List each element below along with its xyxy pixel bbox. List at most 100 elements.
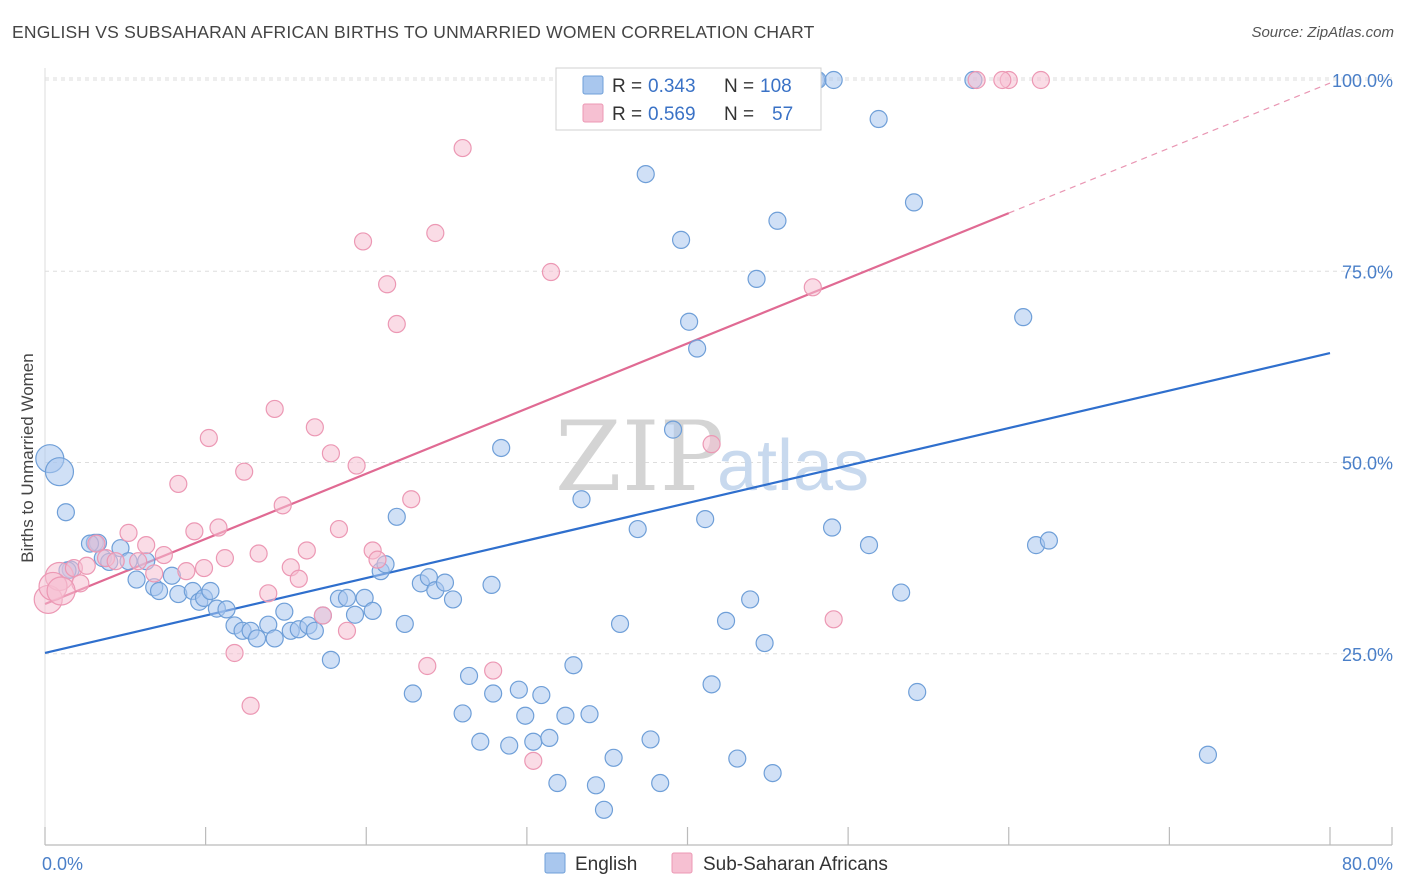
subsaharan-point xyxy=(524,751,543,770)
subsaharan-point xyxy=(418,656,437,676)
subsaharan-point xyxy=(235,462,254,481)
english-point xyxy=(1039,531,1059,550)
english-point xyxy=(403,684,422,703)
subsaharan-point xyxy=(824,610,843,629)
subsaharan-point xyxy=(297,541,316,560)
english-point xyxy=(904,193,924,212)
english-point xyxy=(680,312,699,331)
subsaharan-point xyxy=(1031,70,1050,90)
english-point xyxy=(482,575,501,595)
trend-line-subsaharan xyxy=(44,212,1010,606)
english-point xyxy=(459,666,479,686)
subsaharan-point xyxy=(541,262,561,282)
subsaharan-point xyxy=(249,544,268,563)
english-point xyxy=(636,164,655,184)
subsaharan-point xyxy=(177,562,196,581)
english-point xyxy=(44,457,75,487)
english-point xyxy=(540,728,559,748)
english-point xyxy=(822,518,842,537)
english-point xyxy=(500,736,519,755)
chart-title: ENGLISH VS SUBSAHARAN AFRICAN BIRTHS TO … xyxy=(12,22,815,42)
english-point xyxy=(741,590,760,609)
subsaharan-point xyxy=(347,456,366,475)
english-point xyxy=(265,629,284,648)
english-point xyxy=(275,602,294,621)
english-point xyxy=(345,605,365,624)
x-tick-label-max: 80.0% xyxy=(1342,854,1393,874)
subsaharan-point xyxy=(453,138,472,158)
legend-english-n-value: 108 xyxy=(760,76,792,97)
english-point xyxy=(586,776,606,795)
english-point xyxy=(524,732,543,751)
english-point xyxy=(509,680,528,699)
bottom-legend-swatch-subsaharan xyxy=(671,852,693,874)
subsaharan-point xyxy=(169,474,188,494)
english-point xyxy=(671,230,691,249)
english-point xyxy=(149,581,169,601)
subsaharan-point xyxy=(329,519,349,539)
y-tick-labels: 25.0% 50.0% 75.0% 100.0% xyxy=(1332,71,1393,665)
english-point xyxy=(247,629,267,648)
english-point xyxy=(532,685,551,705)
english-point xyxy=(728,749,747,768)
english-point xyxy=(755,633,774,653)
english-point xyxy=(443,590,463,609)
subsaharan-point xyxy=(337,621,357,640)
english-point xyxy=(663,420,683,439)
english-point xyxy=(337,588,357,608)
subsaharan-point xyxy=(967,70,986,90)
legend-swatch-subsaharan xyxy=(582,103,604,123)
english-point xyxy=(516,706,535,725)
subsaharan-point xyxy=(313,606,332,625)
subsaharan-point xyxy=(702,435,721,454)
subsaharan-point xyxy=(368,550,387,569)
legend-english-r-label: R = xyxy=(612,76,642,97)
y-tick-label: 100.0% xyxy=(1332,71,1393,91)
subsaharan-point xyxy=(225,643,244,663)
subsaharan-point xyxy=(993,70,1012,90)
english-point xyxy=(395,614,414,634)
english-point xyxy=(594,800,614,819)
english-point xyxy=(824,70,843,90)
english-point xyxy=(217,600,236,619)
subsaharan-point xyxy=(145,564,164,583)
legend-subsaharan-n-label: N = xyxy=(724,104,754,125)
y-axis-title: Births to Unmarried Women xyxy=(18,353,37,562)
english-point xyxy=(747,269,766,288)
subsaharan-point xyxy=(46,576,76,606)
subsaharan-point xyxy=(259,584,278,603)
trend-lines xyxy=(44,82,1331,655)
subsaharan-point xyxy=(402,490,421,509)
english-point xyxy=(471,732,490,751)
subsaharan-point xyxy=(484,661,503,680)
legend-english-n-label: N = xyxy=(724,76,754,97)
english-point xyxy=(127,570,146,589)
english-point xyxy=(580,705,599,724)
english-point xyxy=(641,730,660,749)
bottom-legend-english: English xyxy=(575,854,637,875)
subsaharan-point xyxy=(129,552,148,571)
trend-line-subsaharan-extension xyxy=(1008,82,1331,214)
english-point xyxy=(763,763,782,783)
legend-swatch-english xyxy=(582,75,604,95)
subsaharan-point xyxy=(289,569,308,588)
y-tick-label: 25.0% xyxy=(1342,645,1393,665)
subsaharan-point xyxy=(137,536,156,555)
bottom-legend-swatch-english xyxy=(544,852,566,874)
subsaharan-point xyxy=(199,428,218,448)
english-point xyxy=(702,675,721,694)
subsaharan-point xyxy=(305,418,324,437)
english-point xyxy=(387,507,406,526)
subsaharan-point xyxy=(803,278,822,297)
english-point xyxy=(696,510,715,529)
english-point xyxy=(484,684,503,703)
subsaharan-point xyxy=(87,534,106,553)
english-point xyxy=(564,656,583,675)
english-point xyxy=(492,438,511,458)
english-point xyxy=(556,706,575,725)
x-tick-label-min: 0.0% xyxy=(42,854,83,874)
subsaharan-point xyxy=(215,549,234,568)
legend-english-r-value: 0.343 xyxy=(648,76,696,97)
english-point xyxy=(869,109,888,129)
